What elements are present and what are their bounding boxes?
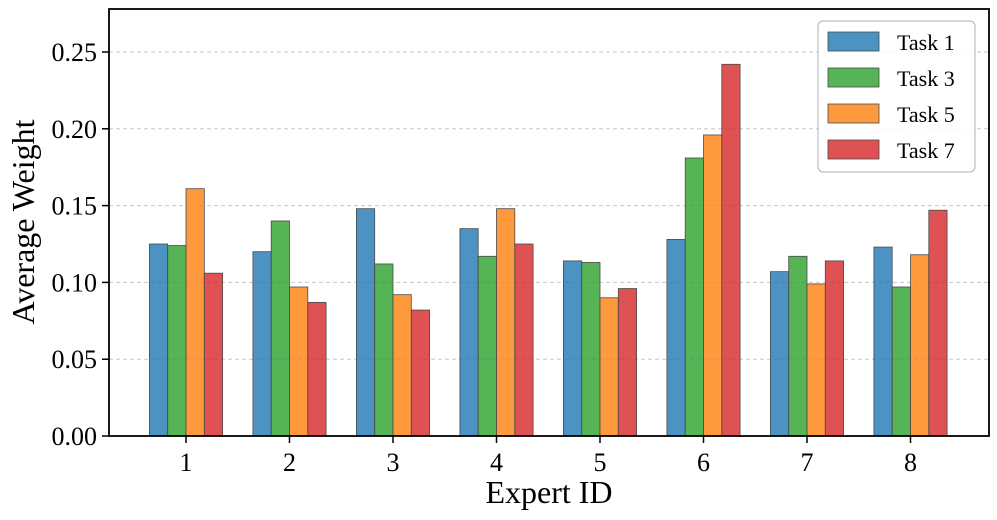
bar-task-1-expert-6: [666, 238, 686, 437]
legend-swatch: [827, 67, 880, 88]
legend-label: Task 3: [897, 66, 955, 91]
bar-task-7-expert-7: [824, 260, 844, 437]
legend-label: Task 1: [897, 30, 955, 55]
bar-task-3-expert-2: [270, 220, 290, 437]
x-axis: 1 2 3 4 5 6 7 8: [180, 436, 917, 477]
bar-task-5-expert-1: [185, 188, 205, 437]
legend-swatch: [827, 31, 880, 52]
bar-task-5-expert-6: [703, 134, 723, 437]
bar-task-5-expert-5: [599, 297, 619, 437]
y-tick-label: 0.10: [52, 268, 98, 297]
bar-task-3-expert-7: [788, 255, 808, 437]
bar-task-7-expert-4: [514, 243, 534, 437]
bar-task-7-expert-5: [617, 288, 637, 437]
x-tick-label: 6: [697, 448, 710, 477]
bar-task-1-expert-5: [563, 260, 583, 437]
bar-task-1-expert-4: [459, 228, 479, 437]
y-tick-label: 0.20: [52, 115, 98, 144]
x-axis-label: Expert ID: [485, 474, 612, 510]
legend-box: [817, 20, 976, 173]
bar-task-1-expert-7: [770, 271, 790, 437]
bar-task-5-expert-4: [496, 208, 516, 437]
plot-frame: [108, 8, 990, 437]
bar-task-5-expert-8: [910, 254, 930, 437]
x-tick-label: 8: [904, 448, 917, 477]
bars-group: [148, 63, 948, 437]
x-tick-label: 4: [490, 448, 503, 477]
bar-task-5-expert-3: [392, 294, 412, 437]
y-tick-label: 0.00: [52, 422, 98, 451]
bar-task-3-expert-1: [167, 245, 187, 437]
y-axis: 0.00 0.05 0.10 0.15 0.20 0.25: [52, 38, 109, 451]
legend-swatch: [827, 139, 880, 160]
bar-task-5-expert-7: [806, 283, 826, 437]
y-tick-label: 0.25: [52, 38, 98, 67]
bar-task-1-expert-8: [873, 246, 893, 437]
y-axis-label: Average Weight: [5, 119, 41, 324]
bar-task-1-expert-3: [355, 208, 376, 437]
bar-task-7-expert-2: [307, 301, 327, 437]
x-tick-label: 5: [594, 448, 607, 477]
y-tick-label: 0.15: [52, 192, 98, 221]
legend: Task 1 Task 3 Task 5 Task 7: [817, 20, 976, 173]
legend-label: Task 5: [897, 102, 955, 127]
bar-task-1-expert-1: [148, 243, 169, 437]
bar-task-3-expert-5: [581, 262, 601, 437]
bar-task-3-expert-3: [374, 263, 394, 437]
x-tick-label: 3: [387, 448, 400, 477]
bar-task-3-expert-4: [477, 255, 497, 437]
bar-task-7-expert-3: [410, 309, 430, 437]
bar-task-5-expert-2: [289, 286, 309, 437]
legend-swatch: [827, 103, 880, 124]
bar-task-3-expert-8: [891, 286, 911, 437]
bar-task-7-expert-1: [203, 272, 224, 437]
x-tick-label: 7: [801, 448, 814, 477]
x-tick-label: 1: [180, 448, 193, 477]
bar-task-7-expert-8: [928, 209, 948, 437]
bar-task-3-expert-6: [684, 157, 704, 437]
bar-task-1-expert-2: [252, 251, 272, 437]
x-tick-label: 2: [283, 448, 296, 477]
y-tick-label: 0.05: [52, 345, 98, 374]
legend-label: Task 7: [897, 138, 955, 163]
bar-task-7-expert-6: [721, 63, 741, 437]
